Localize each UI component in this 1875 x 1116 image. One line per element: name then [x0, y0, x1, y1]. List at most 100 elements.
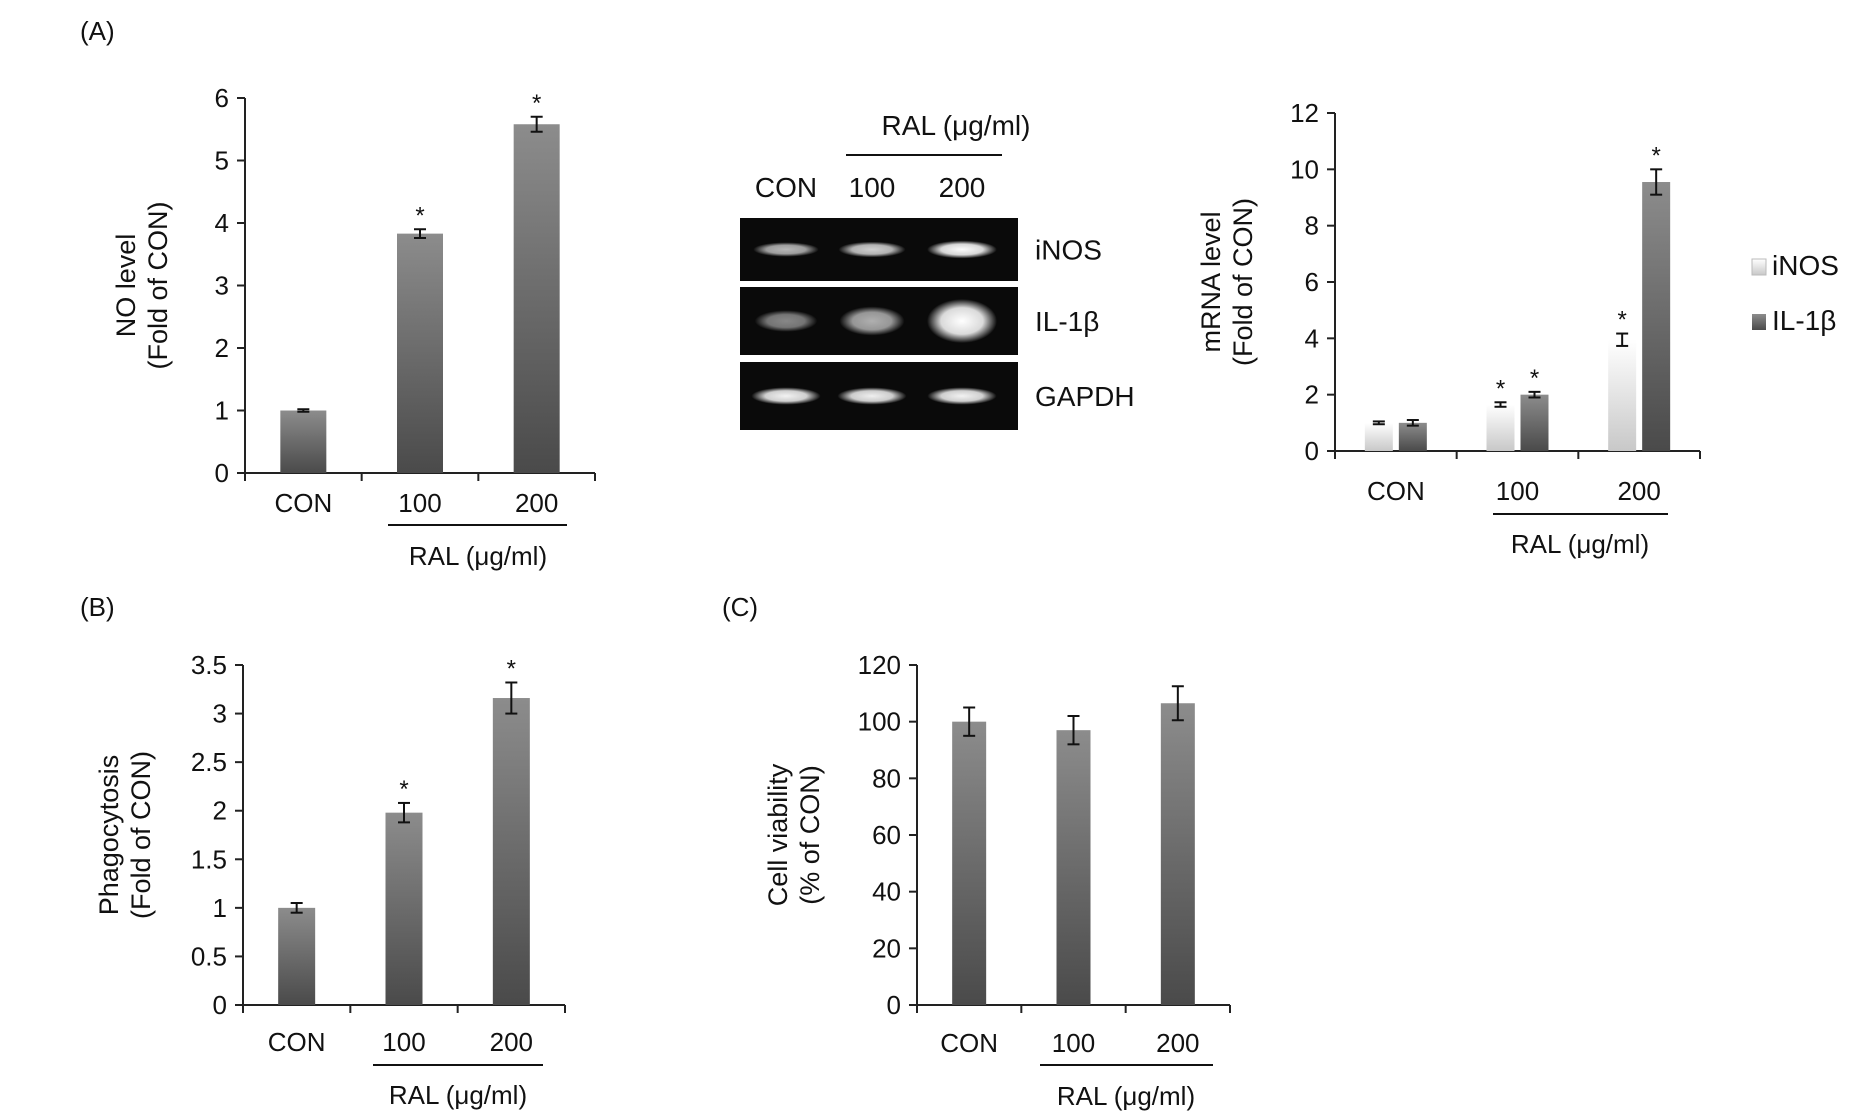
bar: [280, 410, 327, 473]
gel-band: [753, 242, 819, 257]
gel-band: [927, 240, 997, 259]
bar: [513, 124, 560, 473]
y-tick-label: 10: [1290, 154, 1319, 184]
x-group-label: RAL (μg/ml): [389, 1080, 527, 1110]
gel-lane-label: CON: [755, 172, 817, 203]
gel-band: [927, 299, 997, 343]
x-tick-label: 200: [1617, 476, 1660, 506]
cell-viability-chart: 0 20 40 60 80 100 120 Cell viability (% of CON) C…: [763, 650, 1231, 1111]
significance-marker: *: [399, 776, 408, 803]
bar: [492, 698, 530, 1005]
x-tick-label: 100: [382, 1027, 425, 1057]
legend-label: IL-1β: [1772, 305, 1836, 336]
x-tick-label: CON: [274, 488, 332, 518]
legend-swatch: [1751, 258, 1767, 276]
y-tick-label: 100: [858, 707, 901, 737]
bar: [1642, 182, 1671, 451]
mrna-level-chart: 0 2 4 6 8 10 12 mRNA level (Fold of CON) * * * * iNOS…: [1196, 98, 1839, 559]
y-tick-label: 1: [215, 396, 229, 426]
x-tick-label: CON: [940, 1028, 998, 1058]
gel-band: [751, 387, 821, 405]
x-tick-label: CON: [1367, 476, 1425, 506]
x-tick-label: 100: [1052, 1028, 1095, 1058]
y-tick-label: 8: [1305, 211, 1319, 241]
x-tick-label: 100: [1496, 476, 1539, 506]
gel-row-label: iNOS: [1035, 235, 1102, 266]
y-tick-label: 120: [858, 650, 901, 680]
legend-swatch: [1752, 314, 1766, 330]
bar: [1160, 703, 1195, 1005]
bar: [385, 812, 423, 1005]
no-level-chart: 0 1 2 3 4 5 6 NO level (Fold of CON) * * CON 100 200 R…: [111, 83, 596, 571]
y-tick-label: 0: [887, 990, 901, 1020]
y-tick-label: 2.5: [191, 747, 227, 777]
significance-marker: *: [1617, 307, 1626, 334]
bar: [1056, 730, 1091, 1005]
gel-band: [927, 387, 997, 405]
y-tick-label: 2: [215, 333, 229, 363]
bar: [1398, 422, 1427, 451]
y-tick-label: 80: [872, 763, 901, 793]
y-axis-title: (Fold of CON): [1228, 198, 1258, 366]
y-tick-label: 1: [213, 893, 227, 923]
y-axis-title: (Fold of CON): [126, 751, 156, 919]
x-group-label: RAL (μg/ml): [1057, 1081, 1195, 1111]
y-tick-label: 5: [215, 146, 229, 176]
bar: [1520, 394, 1549, 451]
bar: [952, 721, 987, 1005]
y-tick-label: 3: [215, 271, 229, 301]
x-group-label: RAL (μg/ml): [409, 541, 547, 571]
y-tick-label: 20: [872, 933, 901, 963]
gel-row-label: GAPDH: [1035, 381, 1135, 412]
y-tick-label: 4: [1305, 323, 1319, 353]
y-axis-title: (% of CON): [795, 765, 825, 905]
bar: [1364, 422, 1393, 451]
y-axis-title: Cell viability: [763, 763, 793, 906]
gel-blot: RAL (μg/ml) CON 100 200 iNOS IL-1β GAPDH: [740, 110, 1135, 430]
y-tick-label: 40: [872, 877, 901, 907]
significance-marker: *: [1651, 142, 1660, 169]
y-tick-label: 2: [1305, 380, 1319, 410]
bar: [1608, 339, 1637, 451]
y-tick-label: 4: [215, 208, 229, 238]
y-tick-label: 0.5: [191, 941, 227, 971]
y-tick-label: 3.5: [191, 650, 227, 680]
x-tick-label: 200: [1156, 1028, 1199, 1058]
gel-band: [838, 241, 906, 258]
x-tick-label: CON: [268, 1027, 326, 1057]
y-tick-label: 0: [213, 990, 227, 1020]
significance-marker: *: [532, 90, 541, 117]
y-axis-title: (Fold of CON): [143, 201, 173, 369]
panel-label-b: (B): [80, 592, 115, 622]
y-axis-title: mRNA level: [1196, 211, 1226, 352]
gel-lane-label: 100: [849, 172, 896, 203]
gel-lane-label: 200: [939, 172, 986, 203]
y-tick-label: 0: [1305, 436, 1319, 466]
gel-band: [837, 387, 907, 405]
x-tick-label: 100: [398, 488, 441, 518]
gel-row-label: IL-1β: [1035, 306, 1099, 337]
y-tick-label: 60: [872, 820, 901, 850]
legend-label: iNOS: [1772, 250, 1839, 281]
phagocytosis-chart: 0 0.5 1 1.5 2 2.5 3 3.5 Phagocytosis (Fold of CON…: [94, 650, 566, 1110]
y-tick-label: 3: [213, 699, 227, 729]
x-tick-label: 200: [515, 488, 558, 518]
y-tick-label: 12: [1290, 98, 1319, 128]
gel-group-label: RAL (μg/ml): [882, 110, 1031, 141]
x-tick-label: 200: [490, 1027, 533, 1057]
x-group-label: RAL (μg/ml): [1511, 529, 1649, 559]
y-tick-label: 0: [215, 458, 229, 488]
y-tick-label: 2: [213, 796, 227, 826]
y-axis-title: NO level: [111, 234, 141, 338]
y-tick-label: 6: [215, 83, 229, 113]
gel-band: [754, 310, 818, 332]
panel-label-c: (C): [722, 592, 758, 622]
panel-label-a: (A): [80, 16, 115, 46]
bar: [1486, 404, 1515, 451]
significance-marker: *: [1496, 375, 1505, 402]
bar: [397, 233, 443, 473]
y-tick-label: 1.5: [191, 844, 227, 874]
significance-marker: *: [507, 655, 516, 682]
gel-band: [839, 306, 905, 336]
